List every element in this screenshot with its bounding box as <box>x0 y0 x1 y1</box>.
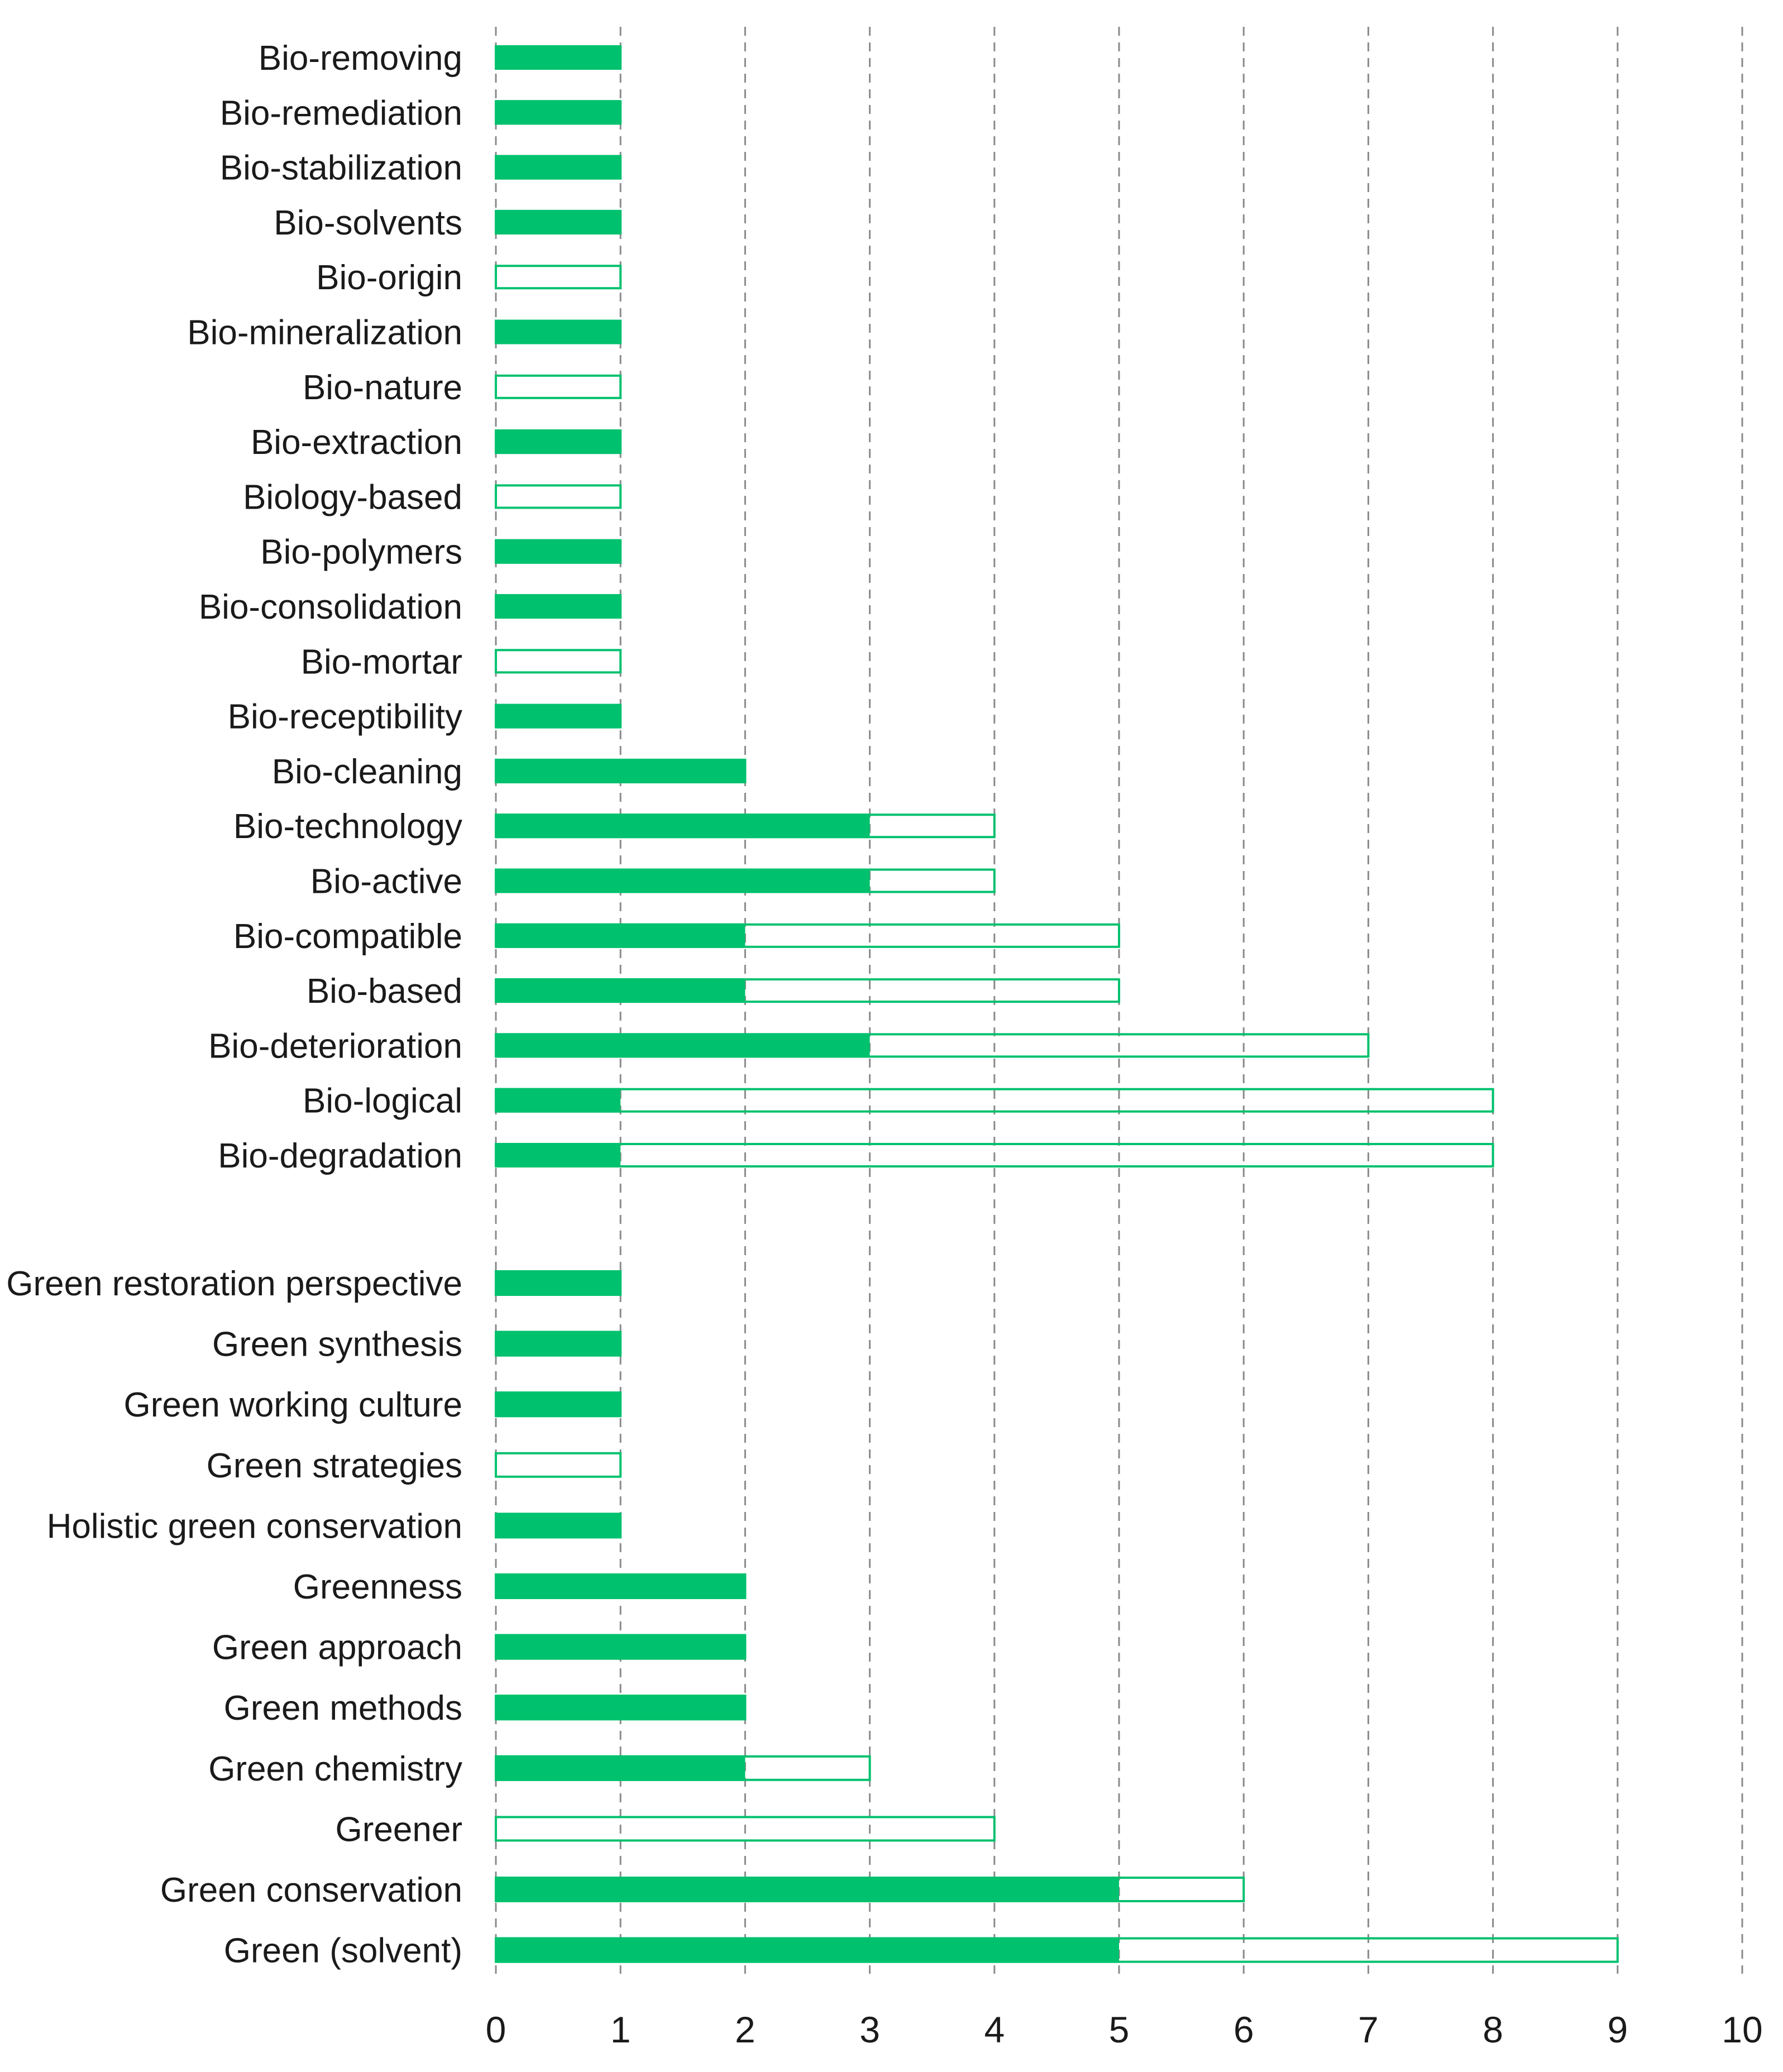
category-label: Bio-based <box>307 972 462 1011</box>
bar-filled <box>496 1573 745 1599</box>
category-label: Green (solvent) <box>224 1932 462 1970</box>
category-label: Bio-extraction <box>251 423 462 462</box>
bar-filled <box>496 155 621 180</box>
bar-filled <box>496 758 745 783</box>
bar-group-1: Bio-removing Bio-remediation Bio-stabiliza… <box>187 39 1494 1175</box>
bar-filled <box>496 1143 621 1167</box>
category-label: Bio-active <box>310 863 462 901</box>
bar-filled <box>496 1088 621 1113</box>
category-label: Bio-nature <box>303 369 462 407</box>
category-label: Bio-removing <box>259 39 462 78</box>
category-label: Holistic green conservation <box>47 1507 462 1545</box>
x-axis-ticks: 0 1 2 3 4 5 6 7 8 9 10 <box>486 2009 1763 2050</box>
category-label: Greener <box>336 1810 462 1849</box>
bar-filled <box>496 209 621 235</box>
bar-filled <box>496 1391 621 1418</box>
category-label: Green conservation <box>160 1871 462 1910</box>
category-label: Bio-logical <box>303 1082 462 1121</box>
bar-filled <box>496 45 621 70</box>
x-tick-label: 0 <box>486 2009 506 2050</box>
x-tick-label: 8 <box>1483 2009 1503 2050</box>
x-tick-label: 2 <box>735 2009 756 2050</box>
category-label: Bio-mortar <box>301 643 462 681</box>
bar-filled <box>496 923 745 948</box>
category-label: Bio-receptibility <box>228 698 462 736</box>
x-tick-label: 1 <box>610 2009 631 2050</box>
bar-filled <box>496 100 621 125</box>
x-tick-label: 3 <box>859 2009 880 2050</box>
category-label: Bio-mineralization <box>187 314 462 352</box>
bar-outline <box>495 1452 622 1478</box>
category-label: Bio-solvents <box>274 204 462 242</box>
category-label: Greenness <box>293 1568 462 1606</box>
bar-filled <box>496 319 621 344</box>
category-label: Green synthesis <box>212 1325 462 1364</box>
category-label: Green approach <box>212 1629 462 1667</box>
bar-group-2: Green restoration perspective Green synth… <box>6 1265 1619 1970</box>
bar-filled <box>496 868 870 893</box>
category-label: Green chemistry <box>208 1750 462 1788</box>
bar-filled <box>496 429 621 454</box>
category-label: Bio-degradation <box>218 1137 462 1175</box>
category-label: Bio-technology <box>233 807 462 846</box>
bar-filled <box>496 1634 745 1660</box>
bar-filled <box>496 1937 1119 1963</box>
bar-outline <box>495 1816 996 1842</box>
bar-filled <box>496 1877 1119 1902</box>
x-tick-label: 7 <box>1358 2009 1379 2050</box>
bar-outline <box>495 265 622 290</box>
category-label: Bio-remediation <box>220 94 462 132</box>
bar-filled <box>496 1513 621 1539</box>
category-label: Biology-based <box>243 478 462 516</box>
bar-filled <box>496 594 621 619</box>
x-tick-label: 6 <box>1234 2009 1254 2050</box>
bar-outline <box>495 649 622 674</box>
x-tick-label: 5 <box>1109 2009 1130 2050</box>
category-label: Green strategies <box>207 1447 462 1485</box>
bar-filled <box>496 1695 745 1721</box>
x-tick-label: 10 <box>1722 2009 1762 2050</box>
bar-filled <box>496 1270 621 1296</box>
category-label: Bio-origin <box>316 259 462 297</box>
bar-filled <box>496 1033 870 1058</box>
category-label: Green working culture <box>124 1386 463 1424</box>
category-label: Bio-deterioration <box>208 1027 462 1065</box>
category-label: Bio-cleaning <box>272 753 462 791</box>
category-label: Green methods <box>224 1689 462 1728</box>
category-label: Bio-consolidation <box>199 588 462 626</box>
category-label: Bio-stabilization <box>220 149 462 188</box>
bar-filled <box>496 704 621 729</box>
x-tick-label: 9 <box>1607 2009 1628 2050</box>
category-label: Bio-polymers <box>260 533 462 572</box>
bar-outline <box>495 374 622 399</box>
bar-filled <box>496 1331 621 1357</box>
bar-outline <box>495 484 622 509</box>
bar-filled <box>496 814 870 839</box>
category-label: Green restoration perspective <box>6 1265 462 1303</box>
bar-filled <box>496 978 745 1003</box>
bar-filled <box>496 1755 745 1781</box>
category-label: Bio-compatible <box>233 917 462 956</box>
x-tick-label: 4 <box>984 2009 1005 2050</box>
bar-filled <box>496 539 621 564</box>
